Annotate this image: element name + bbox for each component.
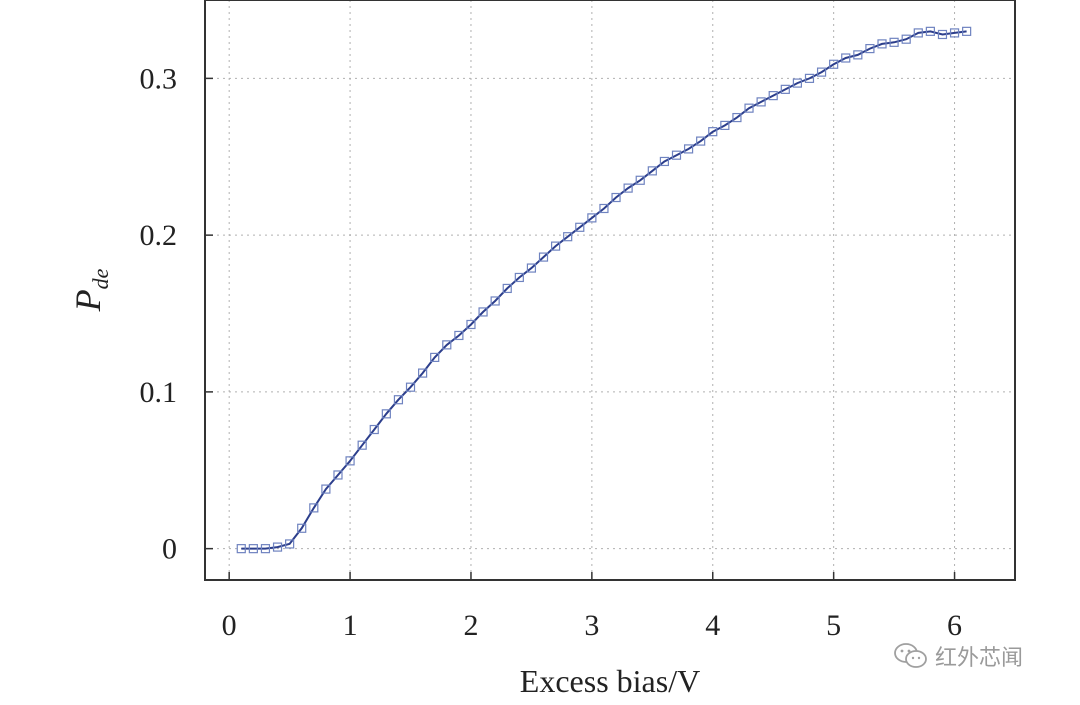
data-point [490,296,500,306]
data-point [925,26,935,36]
data-point [853,50,863,60]
data-point [333,470,343,480]
data-point [575,222,585,232]
svg-text:Pde: Pde [68,268,113,312]
data-point [297,523,307,533]
data-point [720,120,730,131]
x-tick-label: 3 [584,609,599,642]
data-point [393,395,404,405]
data-point [236,544,246,554]
data-point [744,103,754,113]
data-point [418,368,428,378]
data-point [683,144,694,154]
data-point [478,307,488,317]
data-point [792,78,802,88]
data-point [623,183,633,193]
data-point [466,319,476,330]
data-point [696,136,706,146]
axis-ticks [205,77,956,580]
data-point [804,73,815,83]
data-point [405,382,416,392]
data-point [369,424,379,435]
data-point [563,232,573,242]
data-point [901,34,911,44]
data-point [635,175,645,185]
data-point [816,67,827,77]
data-point [526,263,537,273]
data-point [780,84,790,94]
data-point [768,91,778,101]
data-point [248,544,258,554]
data-point [514,272,524,283]
x-tick-labels: 0 1 2 3 4 5 6 [222,609,962,642]
data-point [732,112,742,123]
x-tick-label: 1 [343,609,358,642]
y-axis-label: Pde [68,268,113,312]
x-tick-label: 2 [463,609,478,642]
data-point [889,37,899,47]
x-axis-label: Excess bias/V [520,663,700,699]
plot-frame [204,0,1016,581]
x-tick-label: 5 [826,609,841,642]
data-point [611,192,621,203]
watermark: 红外芯闻 [893,640,1023,672]
y-tick-label: 0 [162,533,177,566]
data-point [962,26,972,36]
data-point [599,203,609,214]
data-point [357,440,367,450]
data-point [538,252,549,262]
data-point [708,127,718,137]
x-tick-label: 4 [705,609,720,642]
y-axis-label-sub: de [88,268,113,289]
x-tick-label: 0 [222,609,237,642]
data-point [272,542,283,552]
watermark-text: 红外芯闻 [935,646,1024,671]
data-point [937,29,948,40]
y-tick-label: 0.1 [140,376,178,409]
data-point [454,330,464,341]
data-point [260,544,271,554]
data-point [309,503,319,513]
wechat-icon [894,643,927,668]
data-point [756,97,766,107]
data-point [442,340,452,350]
grid [205,0,1015,580]
data-point [647,166,657,176]
data-point [659,156,670,167]
data-point [671,150,682,160]
data-point [285,539,295,549]
data-point [381,409,391,419]
data-point [430,352,440,363]
data-point [877,39,887,49]
data-point [841,53,851,63]
data-point [949,28,960,38]
x-tick-label: 6 [947,609,962,642]
data-point [502,283,512,294]
y-tick-labels: 0 0.1 0.2 0.3 [140,62,178,565]
y-tick-label: 0.3 [140,62,178,95]
y-tick-label: 0.2 [140,219,178,252]
data-point [587,213,597,223]
data-point [321,484,331,494]
series-markers [236,26,972,554]
series-line [241,30,967,550]
data-point [345,456,355,466]
data-point [865,43,875,54]
data-point [913,28,923,38]
data-point [550,241,561,251]
y-axis-label-main: P [68,289,108,312]
data-point [829,59,839,69]
